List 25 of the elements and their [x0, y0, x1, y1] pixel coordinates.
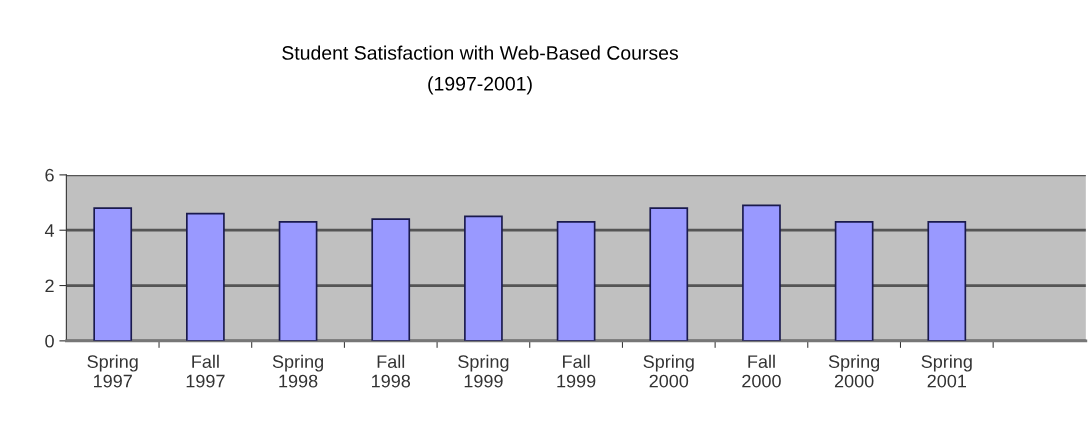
bar: [834, 221, 874, 341]
x-tick-label: Spring 2001: [921, 354, 972, 388]
x-tick-label: Spring 2000: [643, 354, 694, 388]
y-tick-label: 2: [45, 279, 54, 293]
bar: [649, 207, 689, 341]
bar: [93, 207, 133, 341]
x-tick-label: Fall 1999: [557, 354, 596, 388]
x-tick-label: Spring 1998: [272, 354, 323, 388]
bar: [278, 221, 318, 341]
x-tick-label: Spring 2000: [828, 354, 880, 388]
bar: [556, 221, 596, 341]
bar: [464, 215, 503, 341]
bar: [927, 221, 967, 341]
x-tick-label: Fall 1998: [372, 354, 411, 388]
y-tick-label: 0: [45, 334, 54, 348]
chart-title: Student Satisfaction with Web-Based Courses (1997-2001): [282, 45, 678, 95]
y-tick-label: 4: [44, 224, 55, 237]
x-tick-label: Fall 1997: [186, 354, 225, 388]
bar: [371, 218, 411, 341]
x-tick-label: Fall 2000: [742, 354, 781, 388]
x-tick-label: Spring 1999: [458, 354, 509, 388]
y-tick-label: 6: [45, 168, 54, 182]
bar: [742, 204, 781, 341]
x-tick-label: Spring 1997: [87, 354, 138, 388]
bar: [186, 212, 225, 341]
